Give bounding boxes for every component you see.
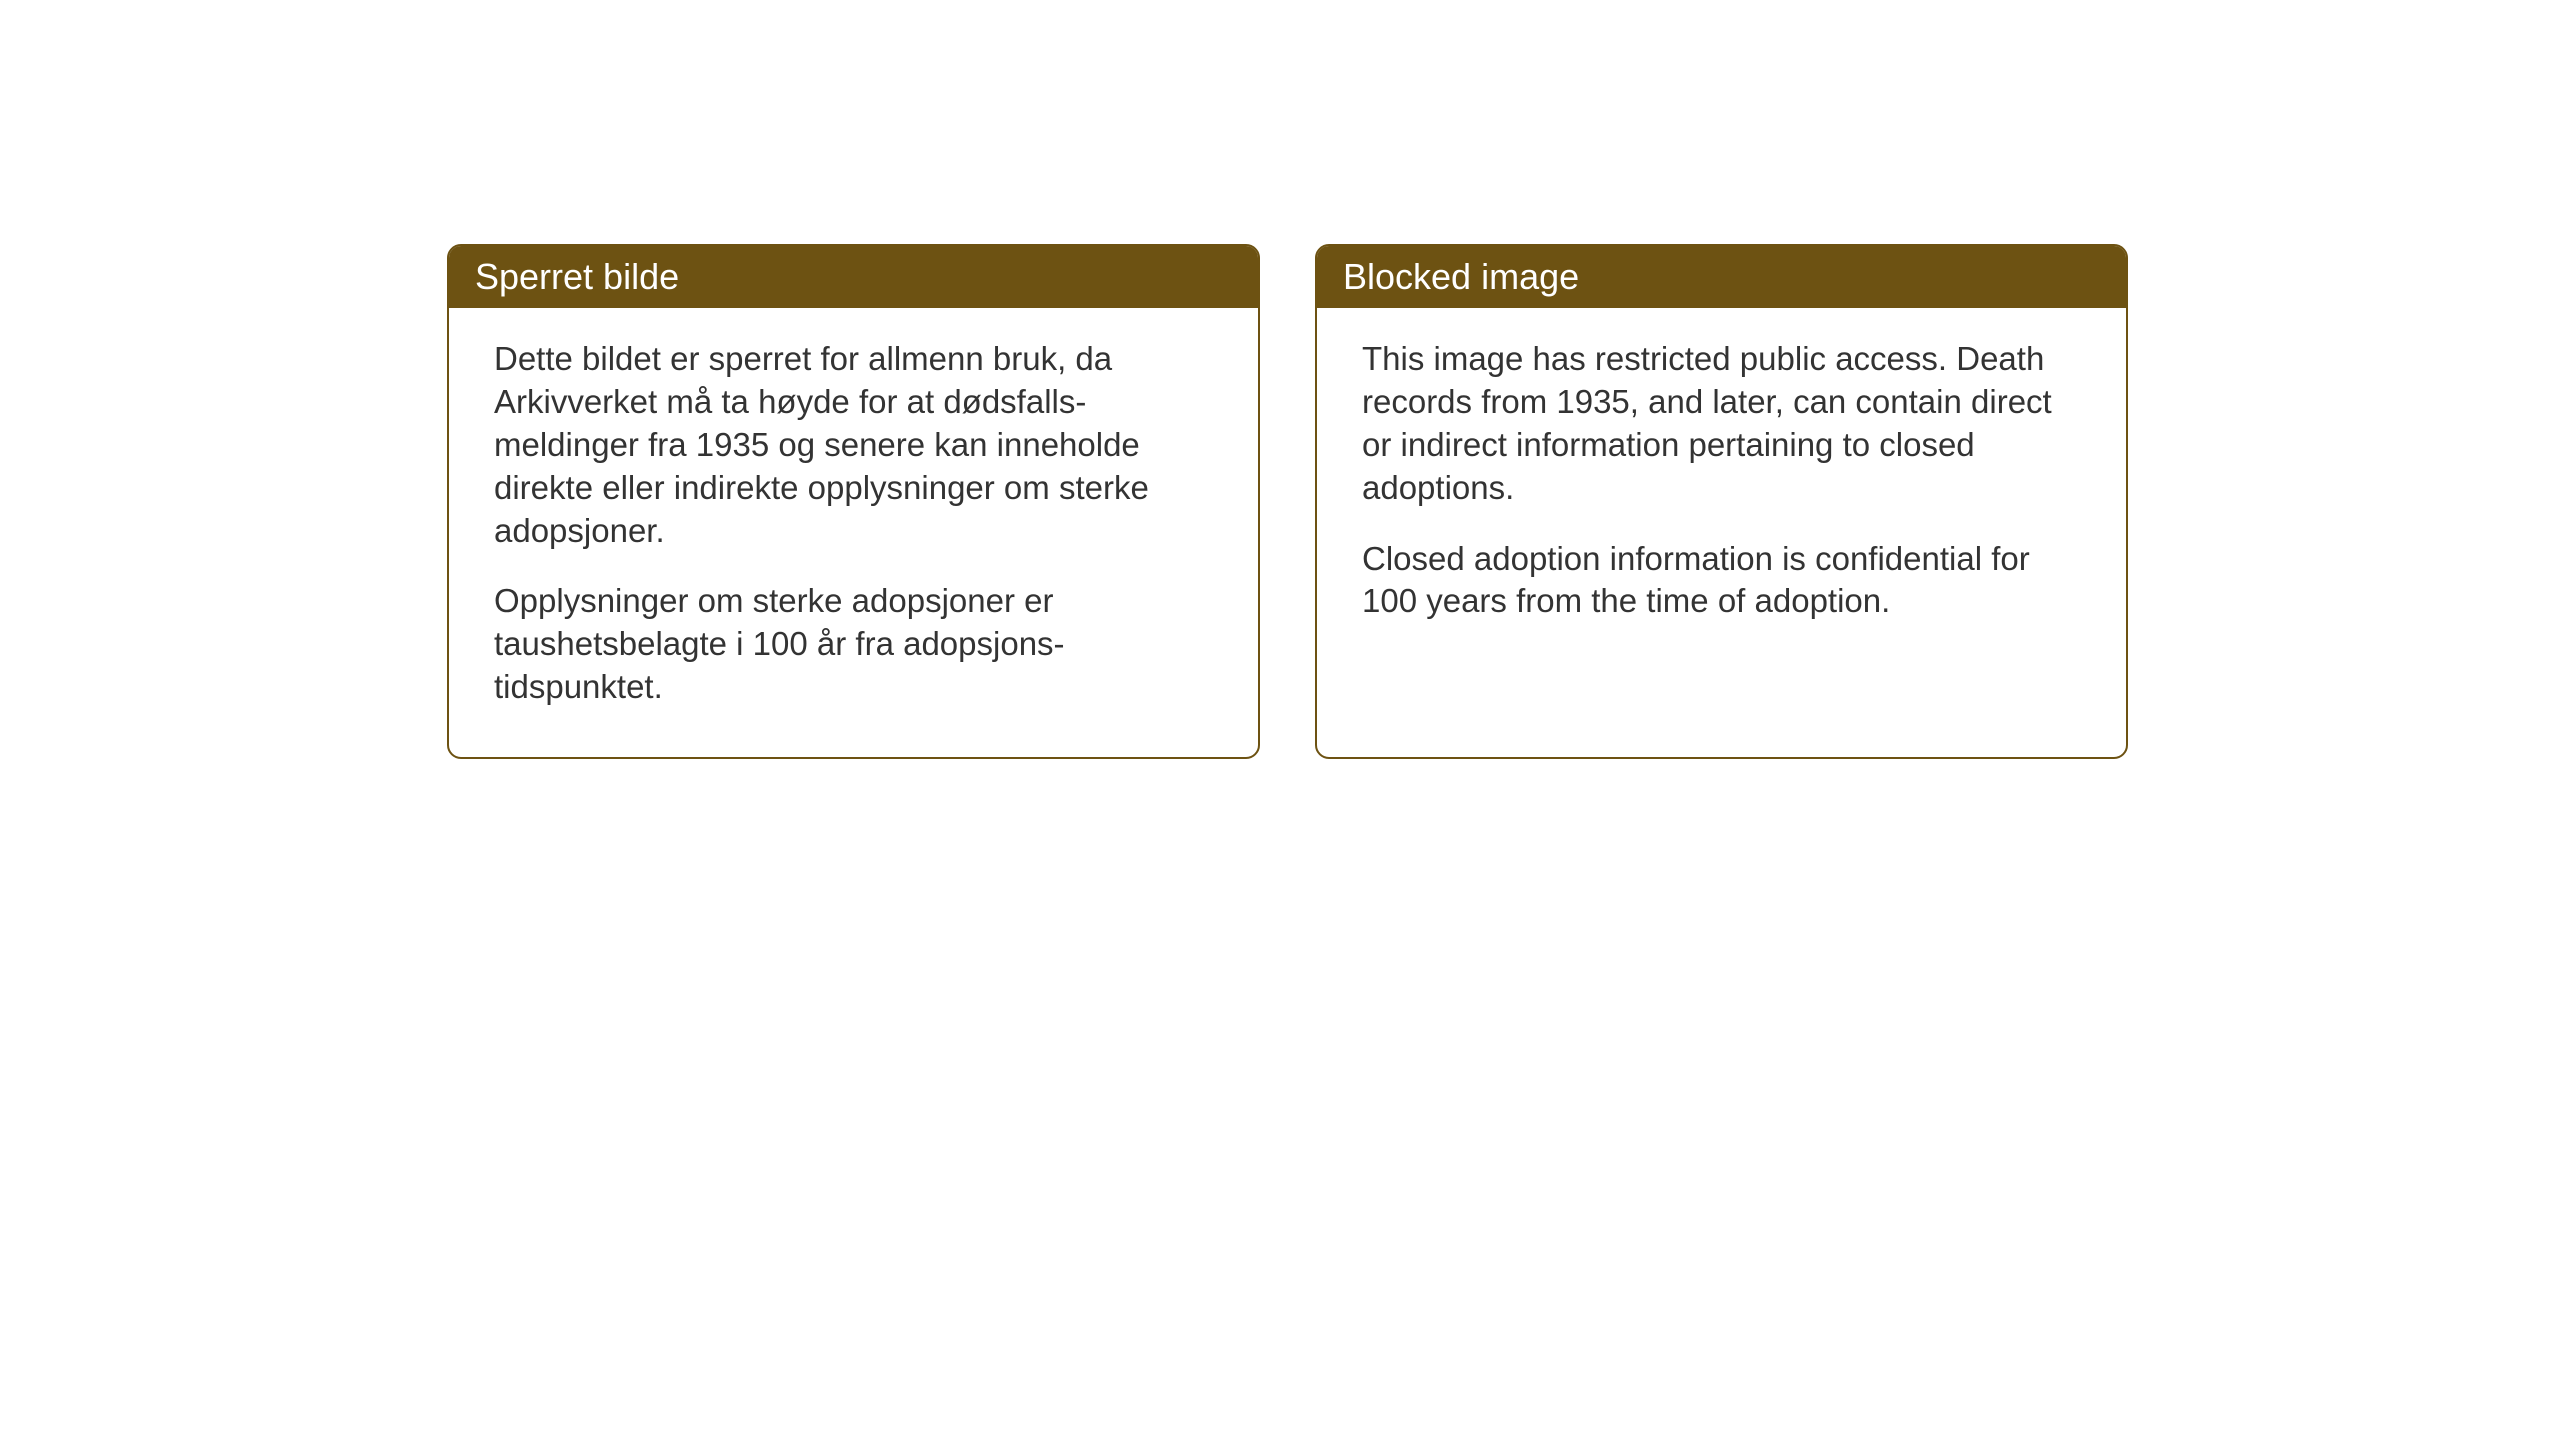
norwegian-paragraph-1: Dette bildet er sperret for allmenn bruk…	[494, 338, 1213, 552]
english-paragraph-2: Closed adoption information is confident…	[1362, 538, 2081, 624]
english-paragraph-1: This image has restricted public access.…	[1362, 338, 2081, 510]
english-notice-card: Blocked image This image has restricted …	[1315, 244, 2128, 759]
english-card-body: This image has restricted public access.…	[1317, 308, 2126, 663]
norwegian-notice-card: Sperret bilde Dette bildet er sperret fo…	[447, 244, 1260, 759]
notice-cards-container: Sperret bilde Dette bildet er sperret fo…	[447, 244, 2128, 759]
english-card-title: Blocked image	[1317, 246, 2126, 308]
norwegian-card-title: Sperret bilde	[449, 246, 1258, 308]
norwegian-card-body: Dette bildet er sperret for allmenn bruk…	[449, 308, 1258, 749]
norwegian-paragraph-2: Opplysninger om sterke adopsjoner er tau…	[494, 580, 1213, 709]
